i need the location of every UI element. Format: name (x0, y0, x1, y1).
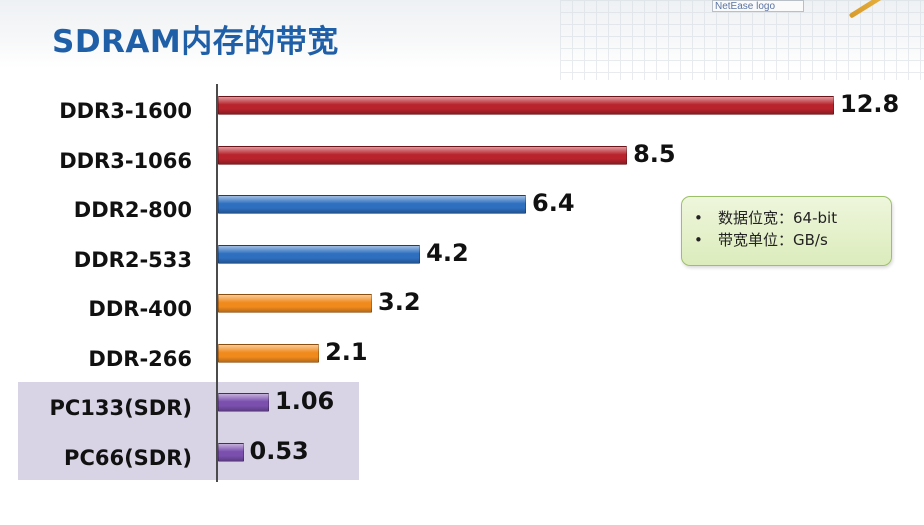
value-label-ddr-400: 3.2 (378, 288, 421, 316)
value-label-ddr3-1600: 12.8 (840, 90, 900, 118)
value-label-pc66-sdr: 0.53 (249, 436, 309, 465)
note-item-width: • 数据位宽：64-bit (690, 207, 891, 229)
slide-header: NetEase logo SDRAM内存的带宽 (0, 0, 924, 80)
bar-ddr2-533 (218, 244, 421, 264)
bar-ddr-400 (218, 294, 372, 313)
value-label-ddr2-533: 4.2 (426, 238, 469, 267)
category-label-ddr-400: DDR-400 (88, 297, 192, 321)
note-item-text: 数据位宽：64-bit (718, 209, 838, 227)
note-item-unit: • 带宽单位：GB/s (690, 229, 891, 251)
note-box: • 数据位宽：64-bit • 带宽单位：GB/s (681, 196, 892, 266)
grid-decoration (560, 0, 924, 80)
bullet-icon: • (694, 231, 703, 249)
bar-ddr3-1066 (218, 145, 628, 165)
value-label-ddr3-1066: 8.5 (633, 139, 676, 168)
category-label-ddr3-1066: DDR3-1066 (59, 148, 192, 173)
category-label-pc66-sdr: PC66(SDR) (64, 445, 192, 470)
category-label-ddr2-800: DDR2-800 (73, 198, 192, 222)
value-label-ddr-266: 2.1 (325, 337, 368, 366)
netease-logo: NetEase logo (712, 0, 804, 12)
bar-pc66-sdr (218, 442, 244, 462)
slide-title: SDRAM内存的带宽 (52, 24, 339, 60)
bar-ddr3-1600 (218, 96, 834, 115)
category-label-ddr-266: DDR-266 (88, 346, 192, 371)
bar-ddr-266 (218, 343, 320, 363)
category-label-ddr2-533: DDR2-533 (73, 247, 192, 272)
bar-pc133-sdr (218, 393, 269, 412)
category-label-ddr3-1600: DDR3-1600 (59, 99, 192, 123)
note-item-text: 带宽单位：GB/s (718, 231, 828, 249)
bar-ddr2-800 (218, 195, 526, 214)
category-label-pc133-sdr: PC133(SDR) (49, 396, 192, 420)
category-axis-line (216, 84, 218, 482)
value-label-ddr2-800: 6.4 (532, 189, 575, 217)
bullet-icon: • (694, 209, 703, 227)
value-label-pc133-sdr: 1.06 (275, 387, 335, 415)
sdr-highlight-box (18, 382, 359, 480)
